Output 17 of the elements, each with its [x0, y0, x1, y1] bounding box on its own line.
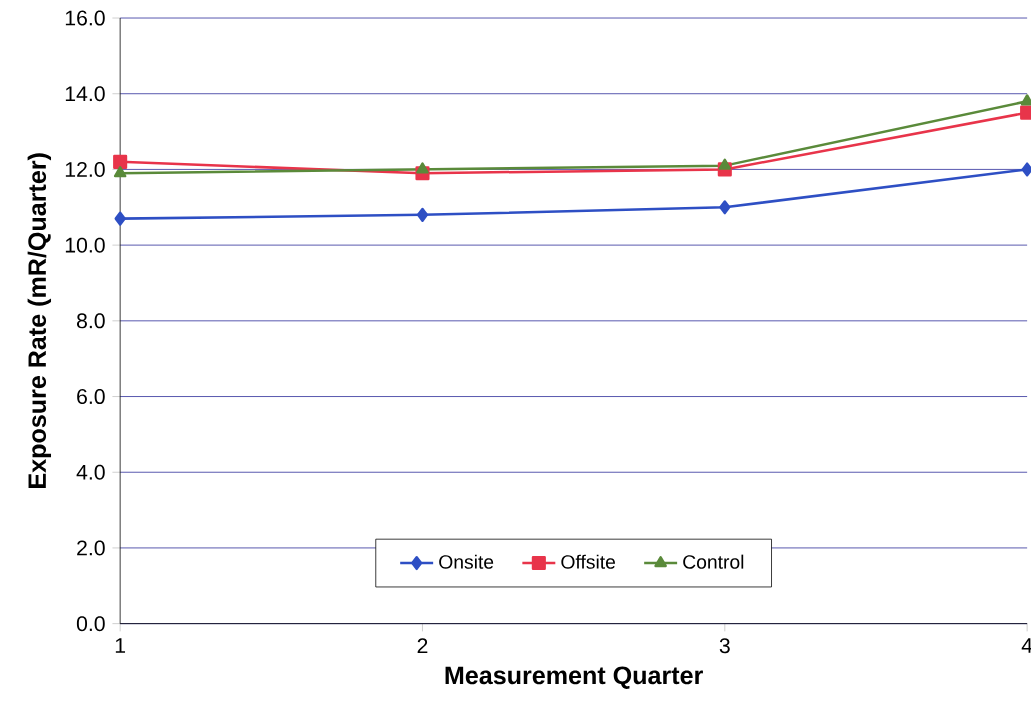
- y-tick-label: 4.0: [76, 464, 105, 480]
- y-tick-label: 16.0: [65, 10, 105, 26]
- y-axis-title: Exposure Rate (mR/Quarter): [27, 153, 52, 488]
- y-tick-label: 8.0: [76, 313, 105, 329]
- y-tick-label: 10.0: [65, 237, 105, 253]
- y-tick-label: 6.0: [77, 389, 105, 405]
- x-tick-label: 2: [417, 638, 428, 653]
- y-tick-label: 12.0: [65, 161, 105, 177]
- y-tick-label: 0.0: [76, 616, 105, 632]
- legend-label: Offsite: [561, 554, 616, 569]
- x-tick-label: 3: [719, 638, 730, 654]
- y-tick-label: 2.0: [77, 540, 105, 556]
- x-tick-label: 1: [115, 638, 126, 653]
- x-axis-title: Measurement Quarter: [445, 666, 703, 689]
- legend-label: Control: [683, 554, 744, 569]
- legend-label: Onsite: [439, 554, 494, 569]
- y-tick-label: 14.0: [65, 86, 105, 102]
